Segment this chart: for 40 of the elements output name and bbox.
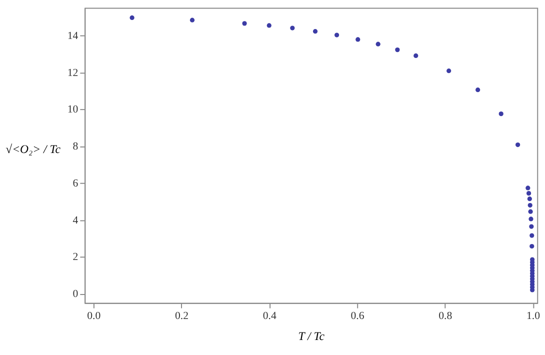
y-tick-label: 6 [72,177,79,190]
point [395,48,400,52]
point [528,203,532,208]
point [414,53,418,58]
y-tick-label: 0 [72,288,78,300]
point [290,26,295,30]
point [334,32,340,38]
point [312,29,318,34]
x-tick-label: 0.2 [174,310,189,322]
point [242,21,247,26]
point [526,191,532,196]
point [130,15,134,20]
point [529,224,534,229]
point [476,88,480,92]
point [530,244,534,249]
point [446,68,452,74]
x-axis-title: T / Tc [298,328,326,343]
point [528,209,533,214]
point [515,142,520,148]
y-tick-label: 12 [67,66,78,79]
point [376,42,380,46]
x-tick-label: 0.0 [87,310,101,322]
point [530,233,534,238]
y-tick-label: 4 [72,214,79,226]
y-tick-label: 2 [72,251,78,264]
point [356,37,360,42]
y-tick-label: 10 [67,104,78,116]
x-tick-label: 0.8 [438,310,452,322]
point [528,216,534,222]
x-tick-label: 0.4 [262,310,277,322]
point [266,23,272,28]
point [190,18,195,22]
x-tick-label: 1.0 [526,310,540,322]
x-tick-label: 0.6 [350,310,365,322]
point [527,196,532,202]
point [526,186,530,190]
point [498,112,504,116]
y-axis-title: √<O₂> / Tc [6,142,62,156]
y-tick-label: 8 [72,140,78,153]
y-tick-label: 14 [67,30,79,42]
